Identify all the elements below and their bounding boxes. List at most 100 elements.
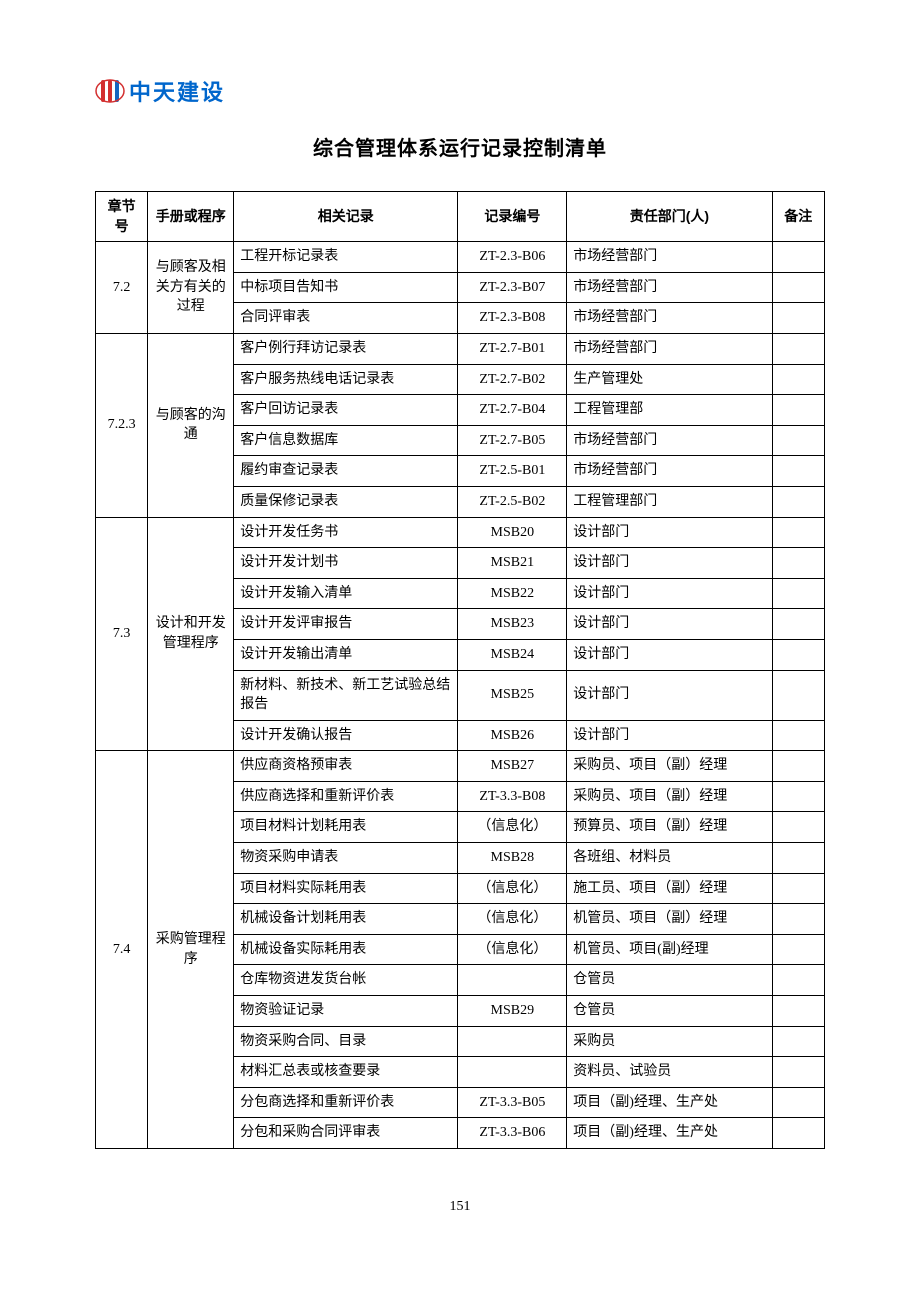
cell-remark [772,548,824,579]
cell-remark [772,996,824,1027]
cell-remark [772,578,824,609]
header-section: 章节号 [96,192,148,242]
cell-dept: 市场经营部门 [567,242,772,273]
cell-dept: 设计部门 [567,639,772,670]
table-header-row: 章节号 手册或程序 相关记录 记录编号 责任部门(人) 备注 [96,192,825,242]
cell-remark [772,1118,824,1149]
cell-code: ZT-2.7-B01 [458,333,567,364]
cell-dept: 机管员、项目(副)经理 [567,934,772,965]
cell-record: 合同评审表 [234,303,458,334]
cell-dept: 施工员、项目（副）经理 [567,873,772,904]
cell-code: ZT-3.3-B08 [458,781,567,812]
header-manual: 手册或程序 [148,192,234,242]
cell-code: MSB25 [458,670,567,720]
cell-record: 分包商选择和重新评价表 [234,1087,458,1118]
cell-record: 物资验证记录 [234,996,458,1027]
cell-record: 分包和采购合同评审表 [234,1118,458,1149]
cell-code: ZT-2.5-B01 [458,456,567,487]
cell-manual: 设计和开发管理程序 [148,517,234,751]
cell-code: MSB22 [458,578,567,609]
table-row: 7.3设计和开发管理程序设计开发任务书MSB20设计部门 [96,517,825,548]
cell-dept: 预算员、项目（副）经理 [567,812,772,843]
cell-code: MSB21 [458,548,567,579]
cell-section: 7.2.3 [96,333,148,517]
cell-code: ZT-2.7-B05 [458,425,567,456]
cell-record: 物资采购申请表 [234,843,458,874]
cell-section: 7.3 [96,517,148,751]
logo-container: 中天建设 [95,75,825,107]
cell-record: 材料汇总表或核查要录 [234,1057,458,1088]
cell-dept: 设计部门 [567,517,772,548]
cell-record: 工程开标记录表 [234,242,458,273]
cell-record: 客户例行拜访记录表 [234,333,458,364]
cell-manual: 与顾客的沟通 [148,333,234,517]
cell-remark [772,517,824,548]
cell-dept: 市场经营部门 [567,425,772,456]
cell-remark [772,1057,824,1088]
cell-dept: 市场经营部门 [567,272,772,303]
cell-remark [772,395,824,426]
cell-remark [772,873,824,904]
company-name: 中天建设 [129,75,225,107]
cell-record: 设计开发评审报告 [234,609,458,640]
cell-remark [772,670,824,720]
header-dept: 责任部门(人) [567,192,772,242]
cell-dept: 工程管理部 [567,395,772,426]
header-remark: 备注 [772,192,824,242]
cell-record: 客户回访记录表 [234,395,458,426]
table-row: 7.2与顾客及相关方有关的过程工程开标记录表ZT-2.3-B06市场经营部门 [96,242,825,273]
cell-record: 机械设备实际耗用表 [234,934,458,965]
cell-manual: 与顾客及相关方有关的过程 [148,242,234,334]
cell-remark [772,609,824,640]
table-row: 7.4采购管理程序供应商资格预审表MSB27采购员、项目（副）经理 [96,751,825,782]
cell-record: 设计开发输出清单 [234,639,458,670]
cell-record: 供应商资格预审表 [234,751,458,782]
table-row: 7.2.3与顾客的沟通客户例行拜访记录表ZT-2.7-B01市场经营部门 [96,333,825,364]
cell-code: ZT-2.3-B06 [458,242,567,273]
cell-record: 机械设备计划耗用表 [234,904,458,935]
cell-dept: 仓管员 [567,996,772,1027]
cell-remark [772,303,824,334]
cell-record: 履约审查记录表 [234,456,458,487]
page-number: 151 [95,1199,825,1215]
cell-remark [772,1026,824,1057]
cell-code: ZT-2.3-B07 [458,272,567,303]
cell-record: 中标项目告知书 [234,272,458,303]
table-body: 7.2与顾客及相关方有关的过程工程开标记录表ZT-2.3-B06市场经营部门中标… [96,242,825,1149]
cell-manual: 采购管理程序 [148,751,234,1149]
control-list-table: 章节号 手册或程序 相关记录 记录编号 责任部门(人) 备注 7.2与顾客及相关… [95,191,825,1149]
cell-dept: 设计部门 [567,670,772,720]
cell-dept: 仓管员 [567,965,772,996]
cell-dept: 项目（副)经理、生产处 [567,1118,772,1149]
cell-remark [772,425,824,456]
cell-dept: 资料员、试验员 [567,1057,772,1088]
cell-remark [772,639,824,670]
cell-record: 质量保修记录表 [234,486,458,517]
page-title: 综合管理体系运行记录控制清单 [95,132,825,161]
cell-record: 客户信息数据库 [234,425,458,456]
cell-record: 新材料、新技术、新工艺试验总结报告 [234,670,458,720]
company-logo-icon [95,78,125,104]
cell-dept: 设计部门 [567,548,772,579]
cell-dept: 设计部门 [567,609,772,640]
cell-code: ZT-2.7-B04 [458,395,567,426]
cell-code: MSB24 [458,639,567,670]
cell-record: 供应商选择和重新评价表 [234,781,458,812]
cell-code [458,965,567,996]
cell-code: MSB20 [458,517,567,548]
cell-record: 项目材料计划耗用表 [234,812,458,843]
cell-remark [772,364,824,395]
cell-dept: 工程管理部门 [567,486,772,517]
cell-remark [772,843,824,874]
cell-remark [772,934,824,965]
cell-remark [772,812,824,843]
cell-code: ZT-3.3-B06 [458,1118,567,1149]
cell-record: 设计开发输入清单 [234,578,458,609]
cell-dept: 各班组、材料员 [567,843,772,874]
header-record: 相关记录 [234,192,458,242]
cell-section: 7.2 [96,242,148,334]
cell-code [458,1057,567,1088]
cell-dept: 采购员、项目（副）经理 [567,781,772,812]
cell-dept: 市场经营部门 [567,303,772,334]
cell-code: MSB27 [458,751,567,782]
